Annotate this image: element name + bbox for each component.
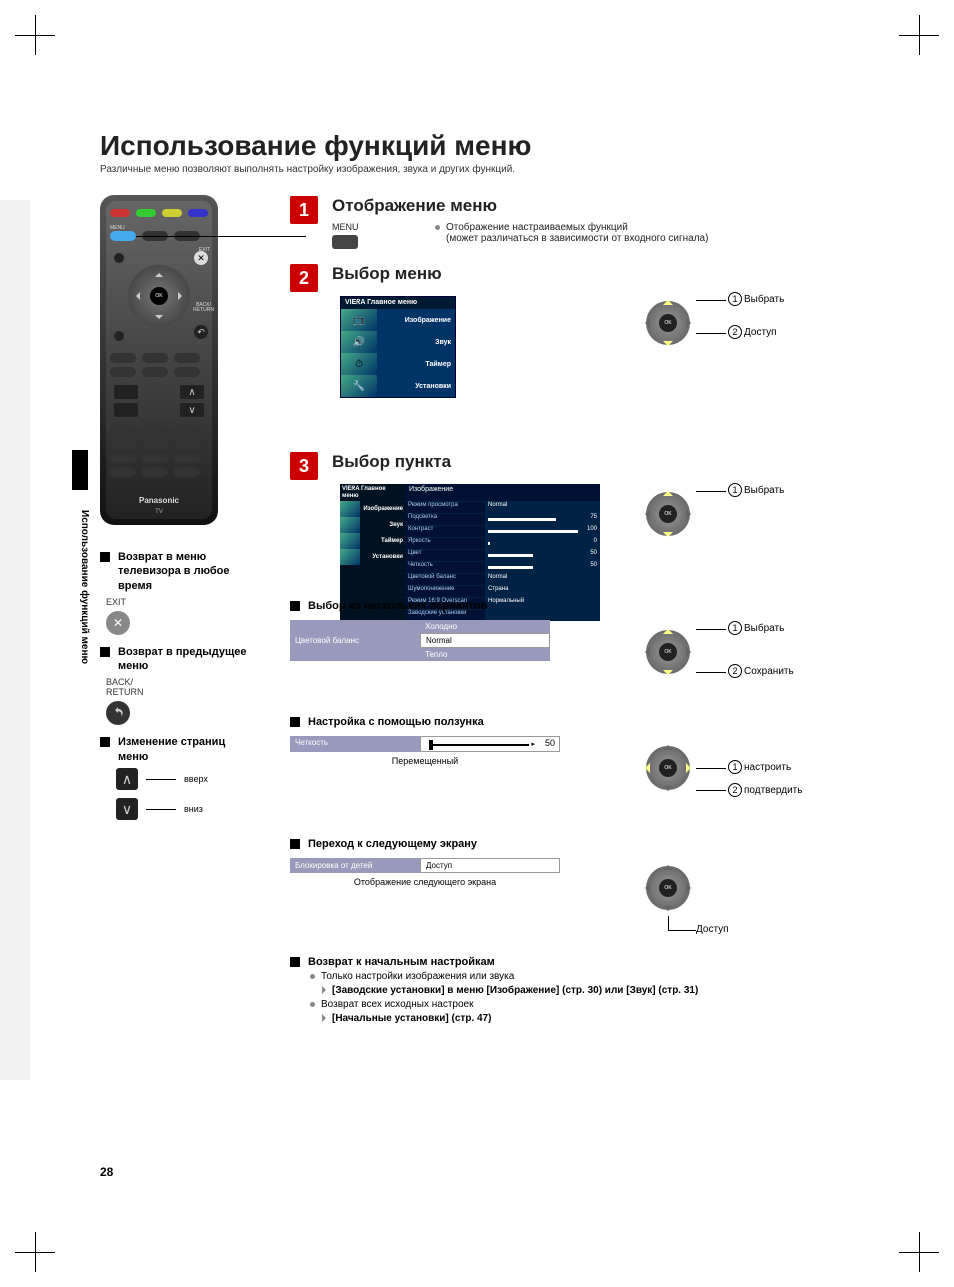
remote-return-button[interactable]: ↶ [194, 325, 208, 339]
page-up-button[interactable]: ∧ [116, 768, 138, 790]
option-normal: Normal [420, 633, 550, 648]
remote-back-label: BACK/ RETURN [193, 303, 214, 313]
menu-item: ⏱Таймер [341, 353, 455, 375]
remote-sub: TV [100, 509, 218, 515]
dpad-next: OK [640, 860, 696, 916]
child-lock-field[interactable]: Блокировка от детей Доступ [290, 858, 560, 873]
up-label: вверх [184, 774, 208, 784]
dpad-access2-label: Доступ [696, 924, 729, 935]
remote-page-up-button[interactable]: ∧ [180, 385, 204, 399]
menu-item: 📺Изображение [341, 309, 455, 331]
remote-exit-button[interactable]: ✕ [194, 251, 208, 265]
remote-dpad[interactable]: OK [128, 265, 190, 327]
main-menu-screenshot: VIEᖇA Главное меню 📺Изображение🔊Звук⏱Тай… [340, 296, 456, 398]
remote-page-down-button[interactable]: ∨ [180, 403, 204, 417]
sharpness-slider[interactable]: Четкость ▸ 50 [290, 736, 560, 752]
step-1-badge: 1 [290, 196, 318, 224]
dpad-slider: OK [640, 740, 696, 796]
dpad-multi: OK [640, 624, 696, 680]
remote-ok-button[interactable]: OK [150, 287, 168, 305]
dpad-step3: OK [640, 486, 696, 542]
down-label: вниз [184, 804, 203, 814]
step-2-title: Выбор меню [332, 264, 442, 284]
dpad-select-label: Выбрать [744, 294, 784, 305]
page-subtitle: Различные меню позволяют выполнять настр… [100, 164, 880, 175]
sub-multi-title: Выбор из нескольких вариантов [290, 600, 550, 612]
page-title: Использование функций меню [100, 130, 880, 162]
menu-button-icon[interactable] [332, 235, 358, 249]
note-change-pages: Изменение страниц меню [100, 735, 255, 764]
dpad-access-label: Доступ [744, 327, 777, 338]
note-return-prev: Возврат в предыдущее меню [100, 645, 255, 674]
exit-button-icon[interactable]: ✕ [106, 611, 130, 635]
remote-brand: Panasonic [100, 496, 218, 505]
dpad-adjust-label: настроить [744, 762, 791, 773]
slider-caption: Перемещенный [290, 756, 560, 766]
menu-item: 🔧Установки [341, 375, 455, 397]
exit-label: EXIT [106, 597, 255, 607]
step-2-badge: 2 [290, 264, 318, 292]
dpad-save-label: Сохранить [744, 666, 794, 677]
option-warm: Тепло [420, 648, 550, 661]
page-edge-bar [0, 200, 30, 1080]
remote-control: MENU EXIT ✕ OK BACK/ RETURN ↶ ∧ ∨ Panaso… [100, 195, 218, 525]
crop-mark [899, 15, 939, 55]
note-return-menu: Возврат в меню телевизора в любое время [100, 550, 255, 593]
option-cold: Холодно [420, 620, 550, 633]
sub-slider-title: Настройка с помощью ползунка [290, 716, 560, 728]
back-return-label: BACK/ RETURN [106, 677, 255, 697]
reset-note-2: Возврат всех исходных настроек [321, 999, 473, 1010]
sub-next-title: Переход к следующему экрану [290, 838, 560, 850]
page-number: 28 [100, 1165, 113, 1179]
next-caption: Отображение следующего экрана [290, 877, 560, 887]
dpad-step2: OK [640, 295, 696, 351]
reset-ref-1: [Заводские установки] в меню [Изображени… [332, 985, 698, 996]
menu-item: 🔊Звук [341, 331, 455, 353]
sub-reset-title: Возврат к начальным настройкам [290, 956, 698, 968]
return-button-icon[interactable] [106, 701, 130, 725]
page-down-button[interactable]: ∨ [116, 798, 138, 820]
reset-ref-2: [Начальные установки] (стр. 47) [332, 1013, 491, 1024]
reset-note-1: Только настройки изображения или звука [321, 971, 514, 982]
crop-mark [15, 1232, 55, 1272]
step-3-title: Выбор пункта [332, 452, 451, 472]
crop-mark [899, 1232, 939, 1272]
crop-mark [15, 15, 55, 55]
step-1-desc: Отображение настраиваемых функций (может… [435, 222, 708, 244]
side-tab-text: Использование функций меню [70, 510, 90, 664]
step-1-title: Отображение меню [332, 196, 497, 216]
dpad-confirm-label: подтвердить [744, 785, 802, 796]
side-tab: Использование функций меню [70, 460, 90, 690]
color-balance-label: Цветовой баланс [290, 634, 420, 647]
step-3-badge: 3 [290, 452, 318, 480]
